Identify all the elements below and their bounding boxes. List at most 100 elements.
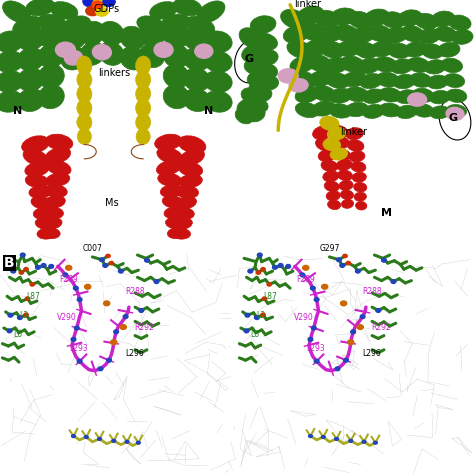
Ellipse shape	[77, 56, 92, 75]
Text: L3: L3	[256, 311, 265, 319]
Ellipse shape	[379, 88, 401, 102]
Ellipse shape	[63, 16, 91, 34]
Ellipse shape	[197, 1, 225, 23]
Ellipse shape	[29, 185, 52, 199]
Ellipse shape	[413, 104, 434, 117]
Ellipse shape	[357, 58, 381, 73]
Ellipse shape	[36, 265, 40, 269]
Ellipse shape	[278, 264, 283, 267]
Ellipse shape	[23, 149, 48, 166]
Ellipse shape	[100, 258, 104, 262]
Ellipse shape	[237, 99, 256, 115]
Ellipse shape	[235, 109, 253, 124]
Ellipse shape	[86, 6, 99, 16]
Ellipse shape	[245, 313, 250, 317]
Ellipse shape	[96, 8, 108, 16]
Ellipse shape	[329, 126, 348, 138]
Ellipse shape	[344, 358, 348, 362]
Ellipse shape	[155, 134, 182, 150]
Ellipse shape	[374, 441, 377, 444]
Ellipse shape	[330, 8, 357, 25]
Ellipse shape	[363, 104, 384, 118]
Ellipse shape	[173, 0, 202, 16]
Ellipse shape	[404, 42, 427, 57]
Ellipse shape	[150, 1, 177, 19]
Ellipse shape	[26, 0, 55, 16]
Ellipse shape	[183, 68, 210, 91]
Ellipse shape	[297, 6, 324, 24]
Ellipse shape	[310, 286, 315, 290]
Ellipse shape	[309, 435, 312, 438]
Ellipse shape	[163, 64, 190, 88]
Ellipse shape	[185, 16, 215, 36]
Ellipse shape	[163, 44, 190, 68]
Ellipse shape	[434, 27, 457, 42]
Ellipse shape	[250, 16, 276, 34]
Ellipse shape	[326, 73, 350, 88]
Ellipse shape	[314, 298, 319, 301]
Ellipse shape	[312, 101, 336, 116]
Ellipse shape	[349, 151, 365, 162]
Ellipse shape	[347, 340, 354, 345]
Ellipse shape	[424, 60, 446, 74]
Ellipse shape	[255, 316, 259, 319]
Ellipse shape	[64, 51, 82, 65]
Ellipse shape	[261, 267, 265, 271]
Ellipse shape	[0, 51, 24, 73]
Ellipse shape	[360, 315, 365, 319]
Ellipse shape	[318, 149, 336, 162]
Bar	[0, 251, 474, 474]
Ellipse shape	[337, 258, 341, 262]
Ellipse shape	[329, 104, 352, 118]
Ellipse shape	[261, 313, 265, 317]
Ellipse shape	[61, 26, 86, 50]
Ellipse shape	[107, 358, 111, 362]
Ellipse shape	[292, 72, 317, 88]
Ellipse shape	[103, 264, 108, 267]
Text: L6: L6	[13, 330, 23, 338]
Text: linkers: linkers	[98, 68, 130, 78]
Ellipse shape	[357, 325, 363, 329]
Ellipse shape	[110, 340, 117, 345]
Ellipse shape	[173, 218, 192, 229]
Text: F289: F289	[59, 275, 78, 284]
Ellipse shape	[195, 44, 213, 58]
Ellipse shape	[323, 57, 348, 73]
Ellipse shape	[427, 75, 448, 89]
Ellipse shape	[137, 16, 164, 34]
Ellipse shape	[45, 147, 71, 164]
Ellipse shape	[316, 138, 334, 151]
Text: L293: L293	[306, 344, 325, 353]
Ellipse shape	[367, 25, 392, 41]
Ellipse shape	[163, 85, 190, 109]
Ellipse shape	[162, 196, 184, 208]
Ellipse shape	[346, 128, 364, 140]
Ellipse shape	[13, 16, 42, 36]
Ellipse shape	[333, 25, 359, 42]
Ellipse shape	[46, 134, 73, 150]
Ellipse shape	[0, 31, 24, 53]
Ellipse shape	[136, 99, 151, 117]
Ellipse shape	[418, 28, 440, 44]
Ellipse shape	[381, 12, 406, 28]
Ellipse shape	[349, 439, 353, 442]
Ellipse shape	[320, 117, 339, 130]
Ellipse shape	[157, 147, 182, 164]
Ellipse shape	[295, 87, 319, 103]
Text: G297: G297	[319, 245, 339, 253]
Text: R288: R288	[125, 287, 145, 296]
Ellipse shape	[120, 325, 126, 329]
Ellipse shape	[31, 196, 53, 210]
Ellipse shape	[249, 81, 271, 97]
Ellipse shape	[120, 46, 146, 70]
Ellipse shape	[396, 105, 417, 118]
Ellipse shape	[163, 23, 190, 48]
Ellipse shape	[84, 436, 88, 438]
Ellipse shape	[321, 436, 325, 438]
Ellipse shape	[204, 31, 232, 53]
Ellipse shape	[330, 148, 347, 160]
Ellipse shape	[401, 26, 424, 42]
Ellipse shape	[371, 41, 394, 57]
Ellipse shape	[309, 70, 334, 86]
Ellipse shape	[77, 114, 92, 131]
